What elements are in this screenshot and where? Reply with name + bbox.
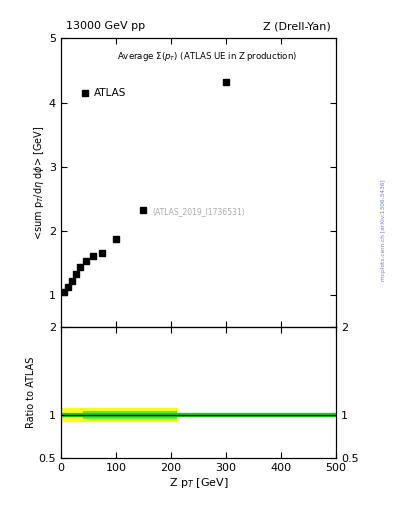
ATLAS — [100, 250, 105, 257]
ATLAS — [141, 206, 146, 212]
ATLAS — [70, 278, 74, 284]
Text: (ATLAS_2019_I1736531): (ATLAS_2019_I1736531) — [152, 207, 245, 216]
ATLAS — [78, 264, 83, 270]
ATLAS — [114, 236, 118, 242]
Legend: ATLAS: ATLAS — [77, 84, 130, 102]
Y-axis label: Ratio to ATLAS: Ratio to ATLAS — [26, 357, 36, 429]
ATLAS — [90, 253, 95, 260]
Text: 13000 GeV pp: 13000 GeV pp — [66, 21, 145, 31]
Y-axis label: <sum p$_T$/d$\eta$ d$\phi$> [GeV]: <sum p$_T$/d$\eta$ d$\phi$> [GeV] — [32, 125, 46, 240]
Text: Z (Drell-Yan): Z (Drell-Yan) — [263, 21, 331, 31]
Line: ATLAS: ATLAS — [61, 78, 230, 295]
Text: mcplots.cern.ch [arXiv:1306.3436]: mcplots.cern.ch [arXiv:1306.3436] — [381, 180, 386, 281]
X-axis label: Z p$_T$ [GeV]: Z p$_T$ [GeV] — [169, 476, 228, 490]
Text: Average $\Sigma(p_T)$ (ATLAS UE in Z production): Average $\Sigma(p_T)$ (ATLAS UE in Z pro… — [117, 50, 297, 63]
ATLAS — [66, 284, 70, 290]
ATLAS — [74, 271, 79, 278]
ATLAS — [83, 258, 88, 264]
ATLAS — [224, 79, 228, 85]
ATLAS — [62, 289, 67, 295]
